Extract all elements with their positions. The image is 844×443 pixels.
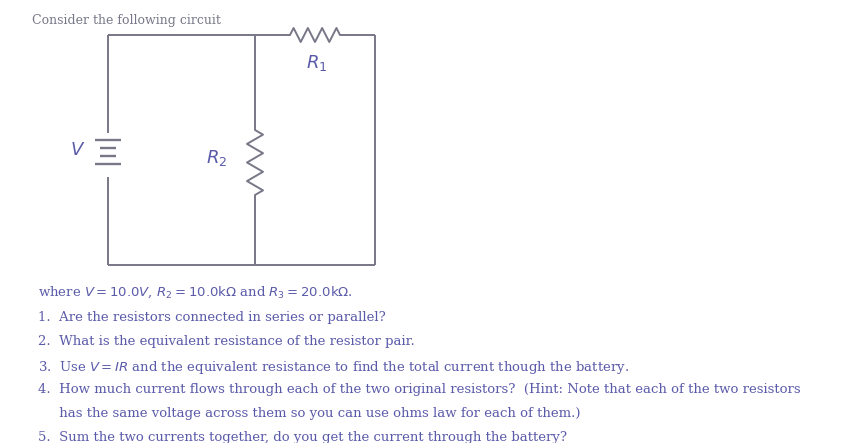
Text: $R_1$: $R_1$ [306, 53, 327, 73]
Text: 4.  How much current flows through each of the two original resistors?  (Hint: N: 4. How much current flows through each o… [38, 383, 799, 396]
Text: 5.  Sum the two currents together, do you get the current through the battery?: 5. Sum the two currents together, do you… [38, 431, 566, 443]
Text: has the same voltage across them so you can use ohms law for each of them.): has the same voltage across them so you … [38, 407, 580, 420]
Text: 1.  Are the resistors connected in series or parallel?: 1. Are the resistors connected in series… [38, 311, 386, 324]
Text: $V$: $V$ [70, 141, 85, 159]
Text: $R_2$: $R_2$ [205, 148, 227, 168]
Text: 2.  What is the equivalent resistance of the resistor pair.: 2. What is the equivalent resistance of … [38, 335, 414, 348]
Text: Consider the following circuit: Consider the following circuit [32, 14, 220, 27]
Text: where $V = 10.0V$, $R_2 = 10.0\mathrm{k}\Omega$ and $R_3 = 20.0\mathrm{k}\Omega$: where $V = 10.0V$, $R_2 = 10.0\mathrm{k}… [38, 285, 353, 300]
Text: 3.  Use $V = IR$ and the equivalent resistance to find the total current though : 3. Use $V = IR$ and the equivalent resis… [38, 359, 629, 376]
